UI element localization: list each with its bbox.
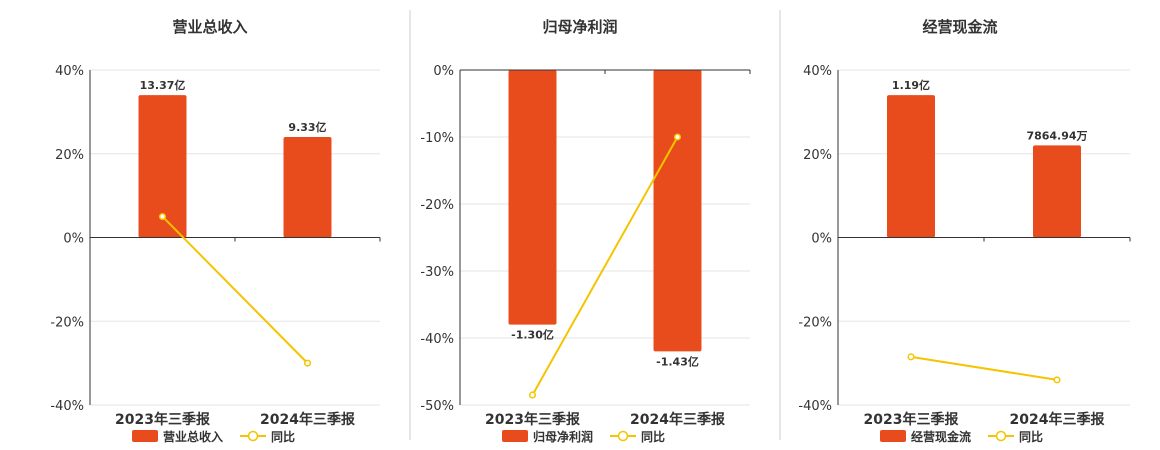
legend-line-marker (617, 430, 629, 442)
y-tick-label: 0% (433, 64, 454, 79)
y-tick-label: 20% (55, 148, 84, 163)
y-tick-label: -10% (420, 131, 454, 146)
x-category-label: 2023年三季报 (864, 411, 959, 428)
x-category-label: 2024年三季报 (1010, 411, 1105, 428)
y-tick-label: 0% (811, 232, 832, 247)
y-tick-label: -40% (420, 332, 454, 347)
legend-line-label: 同比 (1019, 429, 1043, 444)
bar (1033, 145, 1081, 238)
y-tick-label: -20% (420, 198, 454, 213)
y-tick-label: -40% (50, 399, 84, 414)
y-tick-label: 40% (55, 64, 84, 79)
bar (283, 137, 332, 238)
x-category-label: 2024年三季报 (630, 411, 725, 428)
bar-data-label: 1.19亿 (892, 78, 930, 92)
chart-title: 营业总收入 (172, 18, 247, 36)
bar-data-label: 7864.94万 (1026, 129, 1087, 142)
yoy-point (303, 359, 312, 367)
bar-data-label: 9.33亿 (288, 120, 326, 134)
x-category-label: 2024年三季报 (260, 411, 355, 428)
chart-title: 经营现金流 (922, 18, 997, 36)
yoy-point (158, 213, 167, 221)
y-tick-label: 40% (803, 64, 832, 79)
legend-line-marker (995, 430, 1007, 442)
yoy-point (907, 353, 915, 361)
legend-line-marker (247, 430, 259, 442)
legend-line-label: 同比 (271, 429, 295, 444)
legend-bar-label: 归母净利润 (533, 429, 593, 444)
y-tick-label: 20% (803, 148, 832, 163)
bar (887, 95, 935, 238)
y-tick-label: -50% (420, 399, 454, 414)
legend-line-label: 同比 (641, 429, 665, 444)
bar-data-label: -1.43亿 (656, 354, 699, 368)
y-tick-label: -30% (420, 265, 454, 280)
legend-bar-swatch (880, 430, 906, 442)
yoy-point (673, 133, 682, 141)
yoy-point (1053, 376, 1061, 384)
y-tick-label: -20% (798, 315, 832, 330)
legend-bar-label: 营业总收入 (163, 429, 223, 444)
yoy-line (910, 355, 1058, 381)
x-category-label: 2023年三季报 (485, 411, 580, 428)
legend-bar-swatch (502, 430, 528, 442)
legend-bar-label: 经营现金流 (911, 429, 971, 444)
yoy-line (531, 136, 679, 396)
legend-bar-swatch (132, 430, 158, 442)
y-tick-label: -20% (50, 315, 84, 330)
y-tick-label: -40% (798, 399, 832, 414)
chart-title: 归母净利润 (542, 18, 617, 36)
y-tick-label: 0% (63, 232, 84, 247)
yoy-point (528, 391, 537, 399)
yoy-line (161, 215, 309, 364)
bar (653, 70, 702, 352)
bar-data-label: -1.30亿 (511, 328, 554, 342)
bar-data-label: 13.37亿 (140, 78, 186, 92)
bar (138, 95, 187, 238)
bar (508, 70, 557, 325)
x-category-label: 2023年三季报 (115, 411, 210, 428)
